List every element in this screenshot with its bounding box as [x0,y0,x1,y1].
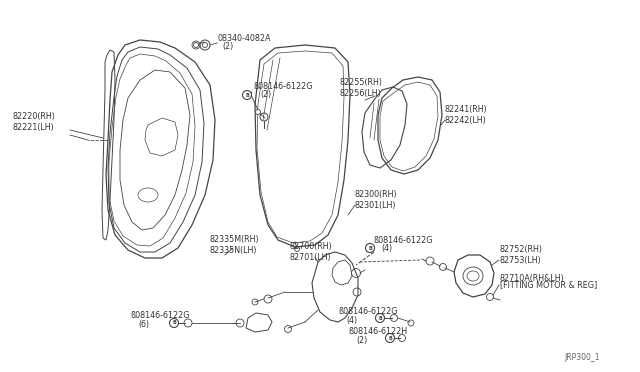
Text: (6): (6) [138,320,149,328]
Text: ß08146-6122G: ß08146-6122G [338,308,397,317]
Circle shape [376,314,385,323]
Text: (4): (4) [381,244,392,253]
Text: ß08146-6122G: ß08146-6122G [373,235,433,244]
Text: 08340-4082A: 08340-4082A [218,33,271,42]
Text: ß08146-6122G: ß08146-6122G [130,311,189,321]
Text: ß08146-6122G: ß08146-6122G [253,81,312,90]
Text: B: B [245,93,249,97]
Circle shape [193,42,198,48]
Text: 82710A(RH&LH): 82710A(RH&LH) [500,273,564,282]
Text: 82255(RH)
82256(LH): 82255(RH) 82256(LH) [340,78,383,98]
Text: [FITTING MOTOR & REG]: [FITTING MOTOR & REG] [500,280,597,289]
Text: B: B [378,315,382,321]
Text: (4): (4) [346,315,357,324]
Text: (2): (2) [356,336,367,344]
Circle shape [202,42,207,48]
Text: B: B [368,246,372,250]
Text: (2): (2) [260,90,271,99]
Circle shape [385,334,394,343]
Circle shape [170,318,179,327]
Circle shape [243,90,252,99]
Circle shape [255,109,260,115]
Text: B: B [172,321,176,326]
Circle shape [365,244,374,253]
Text: (2): (2) [222,42,233,51]
Text: 82220(RH)
82221(LH): 82220(RH) 82221(LH) [12,112,55,132]
Text: 82300(RH)
82301(LH): 82300(RH) 82301(LH) [355,190,397,210]
Text: 82241(RH)
82242(LH): 82241(RH) 82242(LH) [445,105,488,125]
Text: 82335M(RH)
82335N(LH): 82335M(RH) 82335N(LH) [210,235,260,255]
Text: 82752(RH)
82753(LH): 82752(RH) 82753(LH) [500,245,543,265]
Text: B: B [388,336,392,340]
Text: 82700(RH)
82701(LH): 82700(RH) 82701(LH) [290,242,333,262]
Text: JRP300_1: JRP300_1 [564,353,600,362]
Text: ß08146-6122H: ß08146-6122H [348,327,407,337]
